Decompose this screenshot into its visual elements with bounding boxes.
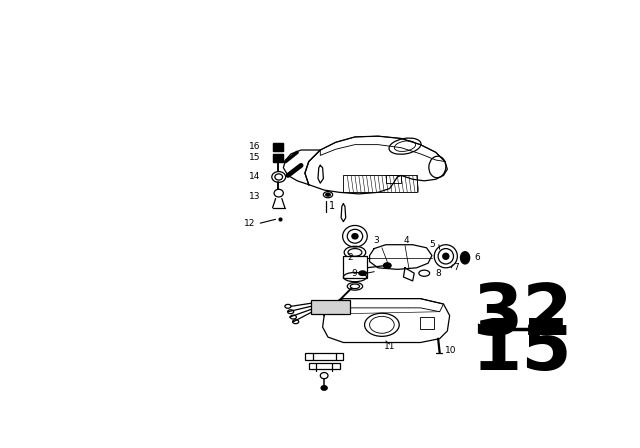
Bar xyxy=(344,256,367,278)
Bar xyxy=(273,143,284,151)
Text: 11: 11 xyxy=(384,342,396,351)
Ellipse shape xyxy=(352,233,358,239)
Text: 7: 7 xyxy=(454,263,460,272)
Bar xyxy=(273,154,284,162)
Text: 16: 16 xyxy=(249,142,260,151)
Text: 6: 6 xyxy=(474,253,480,263)
Text: 8: 8 xyxy=(436,269,442,278)
Bar xyxy=(311,300,349,314)
Ellipse shape xyxy=(326,193,330,196)
Bar xyxy=(386,176,401,183)
Text: 3: 3 xyxy=(373,237,379,246)
Text: 4: 4 xyxy=(404,237,410,246)
Bar xyxy=(273,154,284,162)
Bar xyxy=(305,353,344,360)
Bar xyxy=(308,363,340,370)
Bar xyxy=(420,317,435,329)
Ellipse shape xyxy=(359,271,367,276)
Ellipse shape xyxy=(460,252,470,264)
Text: 15: 15 xyxy=(472,316,572,385)
Text: 1: 1 xyxy=(329,201,335,211)
Text: 5: 5 xyxy=(429,240,435,249)
Text: 2: 2 xyxy=(347,253,353,263)
Ellipse shape xyxy=(443,253,449,259)
Bar xyxy=(273,143,284,151)
Ellipse shape xyxy=(383,263,391,268)
Bar xyxy=(344,176,417,192)
Ellipse shape xyxy=(321,386,327,390)
Text: 10: 10 xyxy=(445,346,456,355)
Text: 13: 13 xyxy=(249,192,260,201)
Text: 14: 14 xyxy=(249,172,260,181)
Text: 9: 9 xyxy=(351,269,357,278)
Text: 12: 12 xyxy=(243,219,255,228)
Text: 15: 15 xyxy=(249,153,260,162)
Text: 32: 32 xyxy=(472,281,572,350)
